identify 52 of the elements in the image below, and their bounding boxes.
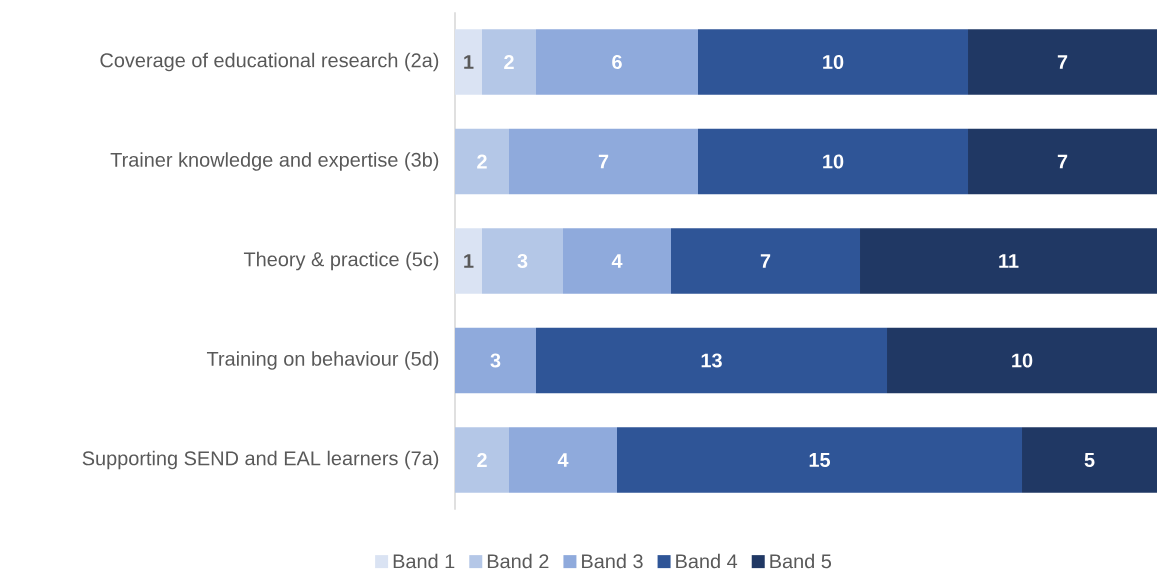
data-label: 7 [598, 154, 609, 169]
y-tick-label: Supporting SEND and EAL learners (7a) [82, 450, 439, 470]
legend-label: Band 4 [676, 553, 738, 569]
data-label: 7 [1057, 154, 1068, 169]
bar [455, 327, 536, 394]
bar [671, 228, 861, 294]
data-label: 3 [517, 253, 528, 269]
data-label: 10 [823, 54, 844, 70]
bar [1022, 427, 1157, 493]
bar [455, 228, 482, 294]
bar [455, 29, 482, 95]
bar [887, 327, 1157, 394]
y-tick-label: Coverage of educational research (2a) [100, 52, 439, 72]
bar [455, 427, 509, 493]
bar [482, 29, 536, 95]
bar [968, 29, 1157, 95]
y-tick-label: Trainer knowledge and expertise (3b) [110, 152, 439, 171]
data-label: 7 [1057, 55, 1068, 69]
data-label: 4 [557, 453, 569, 467]
y-tick-label: Theory & practice (5c) [243, 251, 439, 271]
data-label: 5 [1084, 453, 1095, 467]
legend-label: Band 3 [582, 553, 643, 569]
data-label: 11 [999, 254, 1019, 268]
legend-label: Band 2 [487, 553, 549, 569]
data-label: 7 [760, 254, 771, 268]
bar [698, 29, 969, 95]
bar [482, 228, 563, 294]
data-label: 15 [809, 453, 831, 467]
bar [968, 128, 1157, 195]
data-label: 2 [504, 55, 514, 69]
bar [455, 128, 509, 195]
bar [563, 228, 671, 294]
data-label: 3 [490, 353, 501, 368]
data-label: 1 [464, 55, 474, 69]
bar [509, 427, 617, 493]
bar [698, 128, 969, 195]
bar [536, 29, 698, 95]
data-label: 1 [464, 254, 474, 268]
bar [860, 228, 1157, 294]
data-label: 2 [477, 453, 487, 467]
bar [536, 327, 888, 394]
data-label: 6 [612, 54, 622, 70]
data-label: 10 [823, 154, 844, 169]
bar [509, 128, 698, 195]
bar [617, 427, 1023, 493]
legend-label: Band 5 [770, 553, 832, 569]
legend-label: Band 1 [393, 553, 455, 569]
data-label: 4 [611, 254, 623, 268]
data-label: 10 [1012, 353, 1033, 368]
data-label: 13 [701, 353, 722, 368]
y-tick-label: Training on behaviour (5d) [206, 351, 439, 370]
data-label: 2 [477, 154, 487, 169]
